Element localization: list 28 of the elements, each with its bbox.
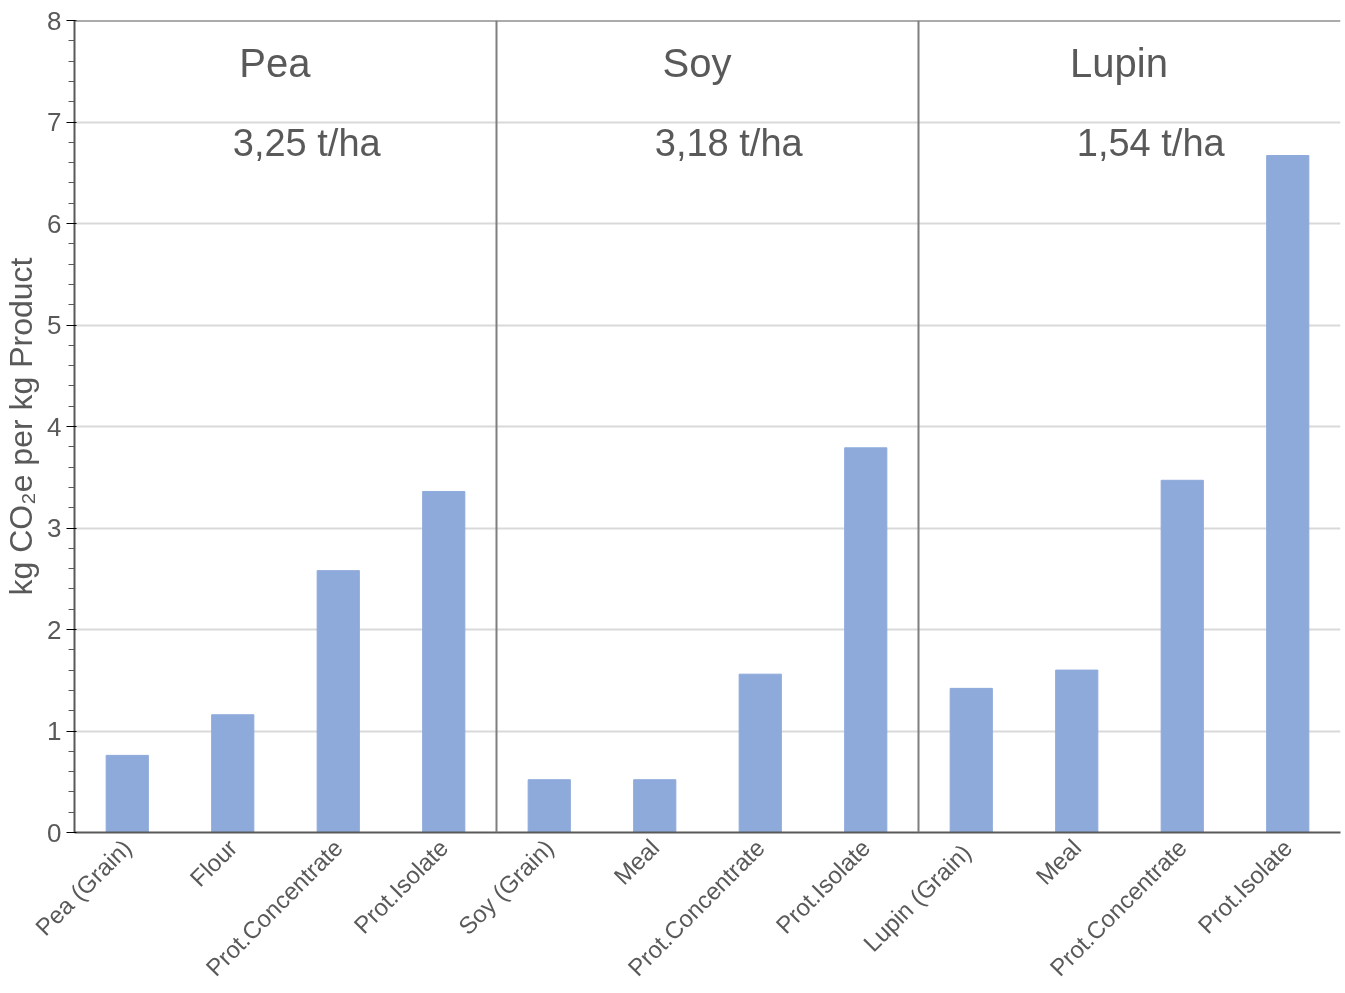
y-tick-label: 8	[47, 5, 62, 36]
bar	[1160, 479, 1204, 833]
y-axis-title: kg CO₂e per kg Product	[3, 257, 40, 596]
annotation: Soy	[662, 40, 732, 85]
annotation: 3,18 t/ha	[654, 122, 804, 164]
bar	[1055, 669, 1099, 833]
bar	[633, 779, 677, 833]
bar	[949, 687, 993, 833]
y-tick-label: 7	[47, 107, 62, 137]
bar	[527, 779, 571, 833]
bar	[844, 447, 888, 833]
y-tick-label: 5	[47, 310, 62, 340]
bar	[105, 754, 149, 833]
annotation: 3,25 t/ha	[232, 122, 382, 164]
bar	[1266, 154, 1310, 833]
bar	[422, 490, 466, 833]
annotation: Lupin	[1070, 40, 1168, 85]
annotation: Pea	[239, 40, 312, 85]
bar	[738, 673, 782, 833]
y-tick-label: 2	[47, 614, 62, 645]
y-tick-label: 6	[47, 208, 62, 239]
y-tick-label: 3	[47, 513, 62, 543]
bar	[316, 570, 360, 833]
bar	[211, 714, 255, 833]
y-tick-label: 4	[47, 411, 62, 442]
y-tick-label: 1	[47, 716, 62, 746]
y-tick-label: 0	[47, 817, 62, 848]
annotation: 1,54 t/ha	[1076, 122, 1226, 164]
